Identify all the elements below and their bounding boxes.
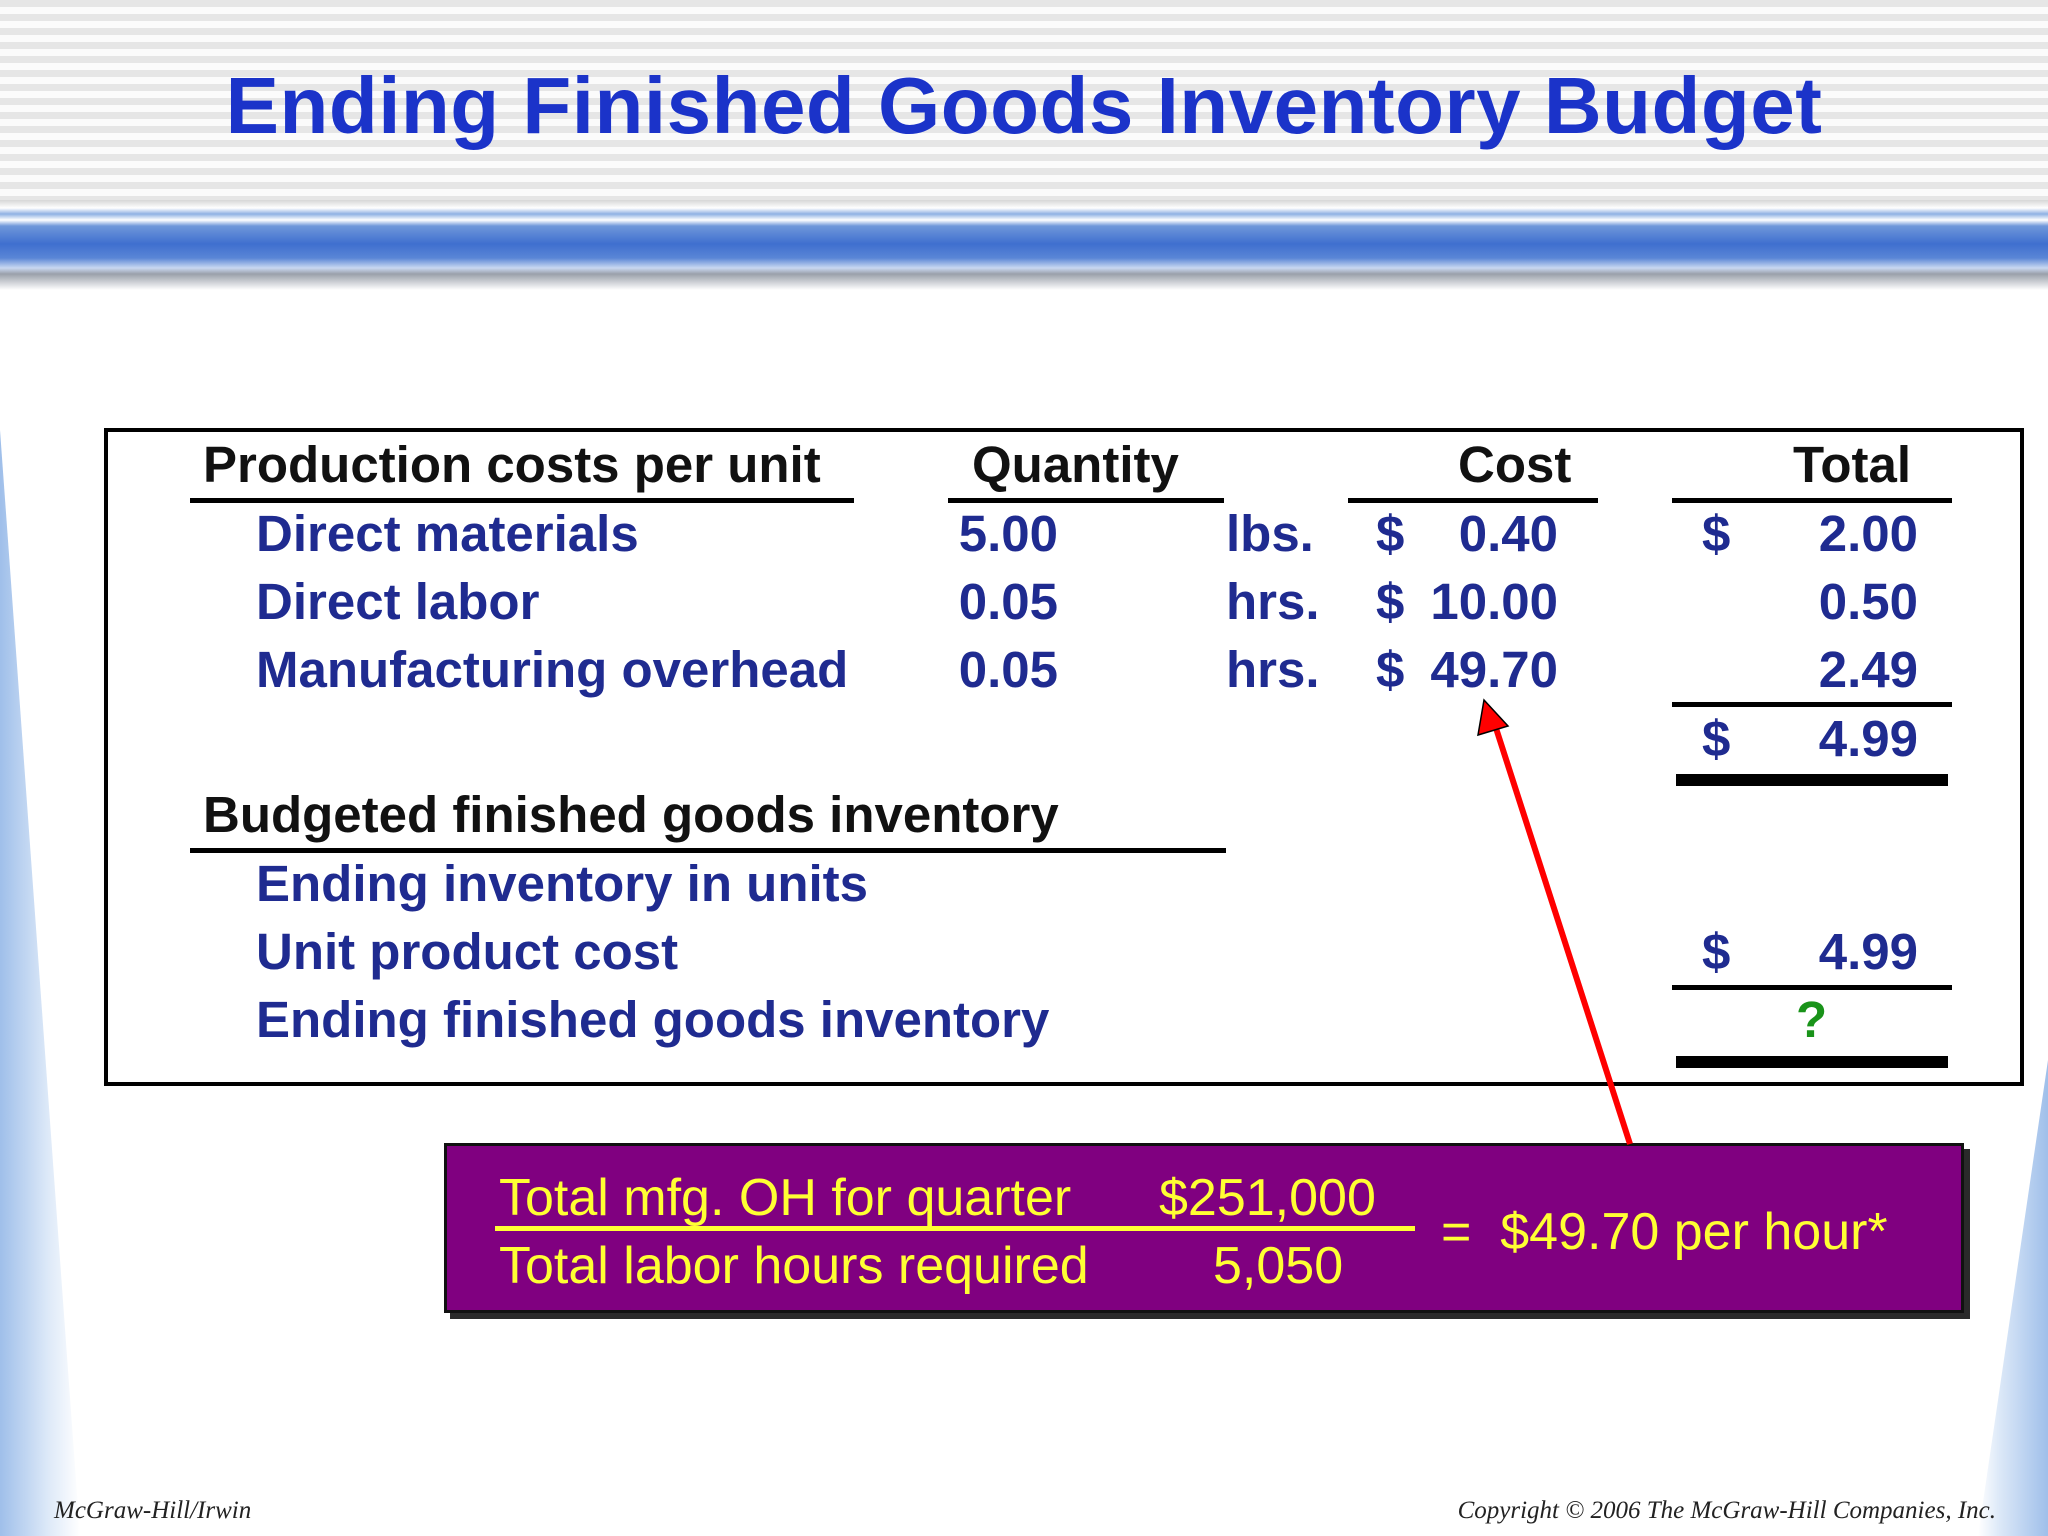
final-double-rule xyxy=(1676,1056,1948,1068)
footer-publisher: McGraw-Hill/Irwin xyxy=(54,1497,252,1524)
row-cost-sign: $ xyxy=(1376,641,1405,698)
row-unit: hrs. xyxy=(1226,573,1320,630)
arrow-head-icon xyxy=(1477,698,1510,737)
row-cost: 0.40 xyxy=(1458,505,1558,562)
row-cost: 49.70 xyxy=(1430,641,1558,698)
unit-total-value: 4.99 xyxy=(1818,710,1918,767)
row-label-manufacturing-overhead: Manufacturing overhead xyxy=(256,641,849,698)
header-underline-item xyxy=(190,498,854,503)
header-underline-total xyxy=(1672,498,1952,503)
budget-row-label: Ending finished goods inventory xyxy=(256,991,1050,1048)
arrow-shaft xyxy=(1491,721,1633,1145)
slide-title: Ending Finished Goods Inventory Budget xyxy=(225,61,1823,150)
row-total: 2.00 xyxy=(1818,505,1918,562)
row-total-sign: $ xyxy=(1702,505,1731,562)
header-underline-quantity xyxy=(948,498,1224,503)
unit-cost-rule xyxy=(1672,985,1952,990)
header-stripe xyxy=(0,200,2048,290)
footer-copyright: Copyright © 2006 The McGraw-Hill Compani… xyxy=(1457,1497,1996,1524)
budget-section-header: Budgeted finished goods inventory xyxy=(203,786,1059,843)
row-cost-sign: $ xyxy=(1376,505,1405,562)
row-total: 0.50 xyxy=(1818,573,1918,630)
row-unit: lbs. xyxy=(1226,505,1314,562)
budget-row-sign: $ xyxy=(1702,923,1731,980)
budget-header-underline xyxy=(190,848,1226,853)
budget-row-label: Ending inventory in units xyxy=(256,855,868,912)
overhead-rate-result: = $49.70 per hour* xyxy=(1441,1203,1888,1261)
row-unit: hrs. xyxy=(1226,641,1320,698)
row-label-direct-labor: Direct labor xyxy=(256,573,540,630)
numerator-label: Total mfg. OH for quarter xyxy=(499,1169,1072,1227)
row-cost: 10.00 xyxy=(1430,573,1558,630)
row-cost-sign: $ xyxy=(1376,573,1405,630)
double-rule xyxy=(1676,774,1948,786)
unit-total-sign: $ xyxy=(1702,710,1731,767)
header-item: Production costs per unit xyxy=(203,436,821,493)
row-label-direct-materials: Direct materials xyxy=(256,505,639,562)
title-background xyxy=(0,0,2048,200)
budget-row-label: Unit product cost xyxy=(256,923,679,980)
budget-row-value: 4.99 xyxy=(1818,923,1918,980)
budget-table: Production costs per unit Quantity Cost … xyxy=(104,428,2024,1086)
subtotal-rule xyxy=(1672,702,1952,707)
row-qty: 0.05 xyxy=(958,641,1058,698)
fraction-bar xyxy=(495,1226,1415,1231)
header-total: Total xyxy=(1793,436,1912,493)
denominator-label: Total labor hours required xyxy=(499,1237,1089,1295)
question-mark: ? xyxy=(1796,991,1828,1048)
header-cost: Cost xyxy=(1458,436,1572,493)
row-qty: 5.00 xyxy=(958,505,1058,562)
header-quantity: Quantity xyxy=(972,436,1179,493)
overhead-rate-box: Total mfg. OH for quarter $251,000 Total… xyxy=(444,1143,1964,1313)
row-qty: 0.05 xyxy=(958,573,1058,630)
header-underline-cost xyxy=(1348,498,1598,503)
row-total: 2.49 xyxy=(1818,641,1918,698)
denominator-value: 5,050 xyxy=(1213,1237,1344,1295)
numerator-value: $251,000 xyxy=(1159,1169,1376,1227)
